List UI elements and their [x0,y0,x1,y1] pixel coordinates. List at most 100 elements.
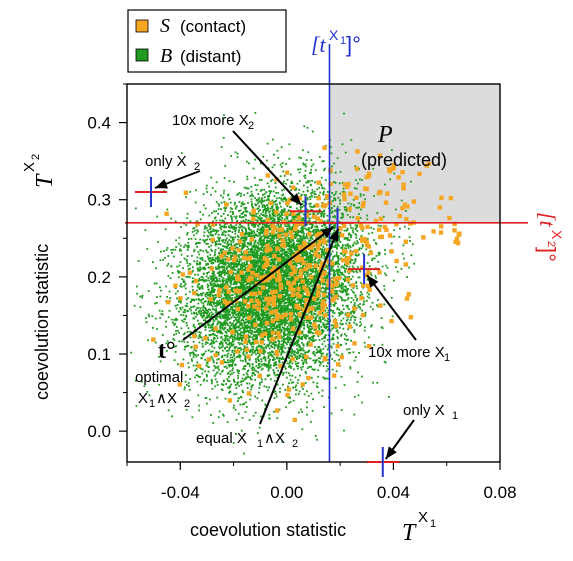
point-distant [359,193,362,196]
point-distant [223,274,226,276]
point-distant [411,243,414,246]
point-distant [176,297,178,300]
point-distant [306,278,309,281]
point-distant [291,182,294,185]
point-distant [291,350,294,353]
point-distant [247,295,250,298]
point-distant [222,414,225,417]
point-distant [348,232,351,235]
point-distant [320,213,322,215]
point-distant [267,318,270,321]
point-distant [339,285,342,288]
point-distant [197,273,199,276]
point-distant [318,327,321,330]
point-distant [224,226,226,229]
point-distant [198,294,200,296]
point-distant [136,292,139,295]
point-distant [344,333,346,336]
point-distant [268,365,271,367]
point-distant [237,372,240,375]
point-distant [233,276,236,278]
point-distant [238,229,240,232]
point-distant [249,260,252,263]
point-distant [234,269,237,271]
point-distant [205,375,208,378]
point-distant [277,326,280,328]
point-distant [228,376,230,378]
point-distant [353,321,356,324]
point-distant [253,301,256,304]
point-distant [216,304,218,306]
point-distant [325,288,327,291]
point-distant [333,194,335,197]
point-distant [350,312,352,315]
point-distant [327,368,330,370]
point-distant [271,252,274,255]
point-distant [313,234,315,236]
point-distant [227,352,230,355]
point-distant [311,225,314,228]
point-distant [207,242,209,245]
point-distant [349,205,352,208]
point-distant [335,255,338,258]
point-distant [219,305,222,308]
point-distant [290,255,293,258]
point-distant [353,331,356,333]
point-distant [158,309,161,312]
point-distant [196,245,198,248]
point-distant [270,206,273,208]
point-distant [383,288,386,291]
point-distant [276,149,279,152]
point-distant [313,278,316,281]
point-distant [301,336,303,338]
point-distant [192,352,195,355]
point-distant [287,362,290,365]
point-distant [376,212,379,214]
point-distant [275,252,277,254]
point-distant [229,321,231,324]
point-distant [257,225,260,228]
point-distant [214,251,216,253]
point-distant [212,234,215,237]
point-distant [243,323,246,326]
point-distant [214,253,217,256]
point-distant [232,291,235,294]
point-distant [288,143,291,146]
point-distant [130,351,133,354]
point-distant [224,309,227,312]
point-distant [201,315,204,318]
point-distant [340,334,342,337]
point-distant [227,233,230,236]
point-distant [260,283,263,286]
point-distant [345,255,348,258]
point-distant [342,317,345,320]
point-distant [186,212,189,215]
point-distant [314,339,317,341]
point-distant [185,224,188,227]
point-distant [256,242,259,244]
point-distant [334,289,337,292]
point-distant [317,271,319,274]
point-distant [217,208,220,211]
point-distant [222,260,224,262]
point-distant [260,346,263,349]
point-distant [309,319,311,322]
point-distant [180,283,183,286]
point-distant [278,225,280,228]
point-distant [354,319,357,321]
point-distant [168,290,171,293]
point-distant [301,359,304,362]
point-distant [248,363,251,366]
point-distant [273,343,275,346]
point-distant [215,276,217,279]
point-distant [322,352,325,355]
point-distant [204,260,207,263]
point-distant [256,202,259,205]
point-distant [196,229,199,232]
point-distant [192,289,194,291]
point-distant [226,367,228,370]
point-distant [177,363,179,366]
point-distant [302,278,304,280]
point-distant [238,258,241,261]
point-distant [169,375,171,378]
